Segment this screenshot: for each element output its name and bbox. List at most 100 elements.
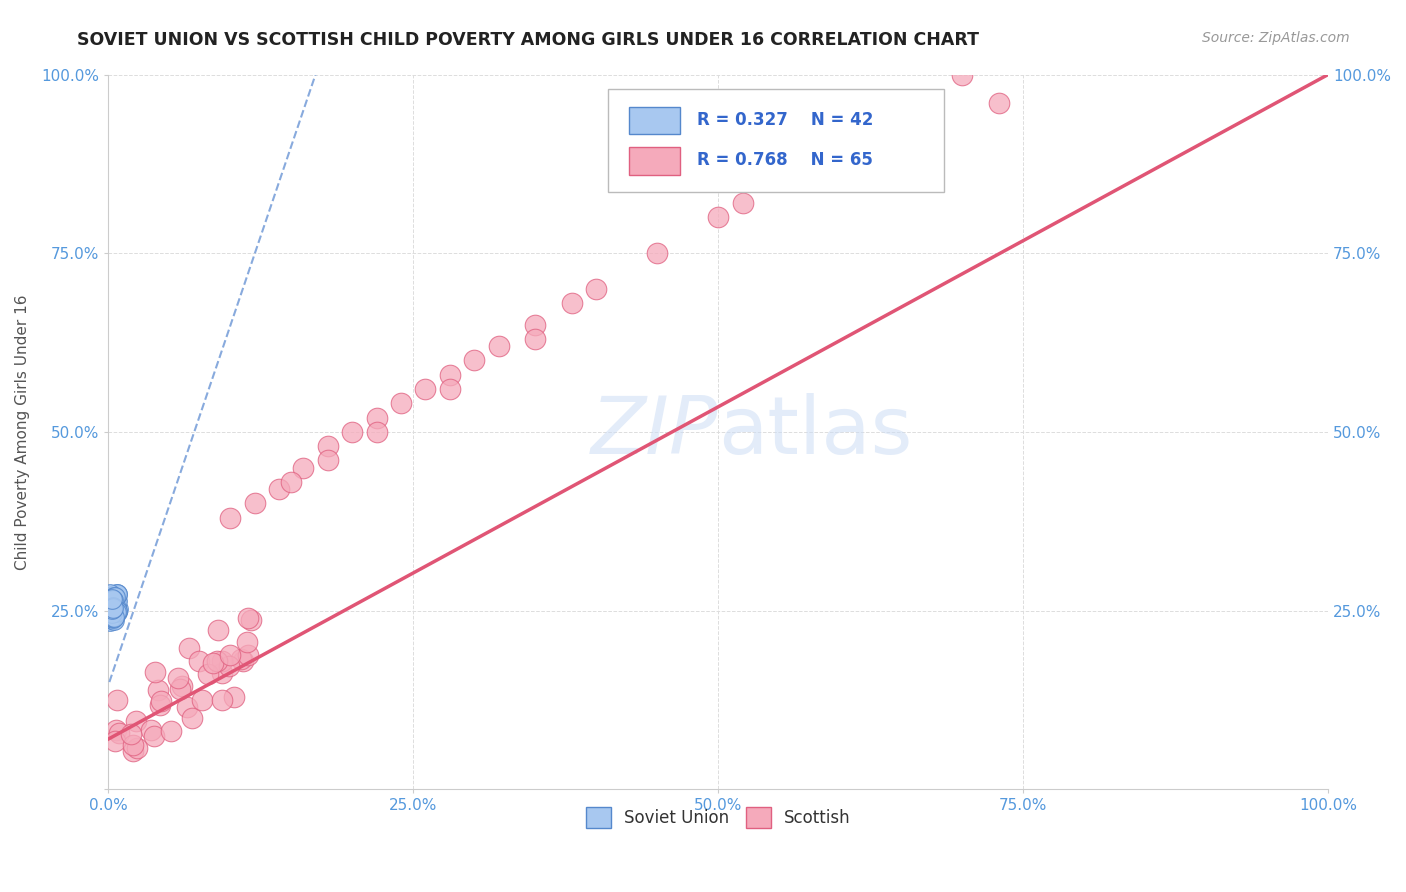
Point [98, 595, 121, 609]
Point [415, 382, 437, 396]
Point [105, 587, 128, 601]
Point [122, 744, 145, 758]
Point [101, 601, 124, 615]
Point [103, 600, 125, 615]
Point [104, 596, 127, 610]
Point [108, 725, 131, 739]
Point [103, 609, 125, 624]
Point [104, 600, 127, 615]
Point [211, 654, 233, 668]
Point [100, 606, 122, 620]
FancyBboxPatch shape [628, 147, 681, 175]
Text: R = 0.768    N = 65: R = 0.768 N = 65 [697, 152, 873, 169]
Point [439, 368, 461, 382]
Point [160, 723, 183, 738]
Point [524, 332, 547, 346]
Point [389, 396, 412, 410]
Point [143, 729, 166, 743]
Point [267, 482, 290, 496]
Point [524, 318, 547, 332]
Point [585, 282, 607, 296]
Point [205, 654, 228, 668]
Point [222, 690, 245, 704]
Point [488, 339, 510, 353]
Point [103, 601, 125, 615]
Point [645, 246, 668, 260]
Point [98, 595, 121, 609]
Point [201, 657, 224, 671]
FancyBboxPatch shape [609, 89, 943, 193]
Y-axis label: Child Poverty Among Girls Under 16: Child Poverty Among Girls Under 16 [15, 294, 30, 570]
Point [169, 681, 191, 696]
Point [950, 68, 973, 82]
Point [207, 623, 229, 637]
Point [103, 733, 125, 747]
Point [143, 665, 166, 679]
Point [122, 738, 145, 752]
Point [105, 723, 128, 738]
Text: atlas: atlas [718, 392, 912, 471]
Point [150, 694, 173, 708]
Point [146, 683, 169, 698]
Point [731, 196, 754, 211]
Point [176, 700, 198, 714]
Point [238, 648, 260, 662]
Point [707, 211, 730, 225]
Point [211, 665, 233, 680]
Point [101, 612, 124, 626]
Point [103, 601, 125, 615]
Point [191, 693, 214, 707]
Point [98, 614, 121, 628]
Point [103, 609, 125, 624]
Point [366, 425, 388, 439]
Point [100, 587, 122, 601]
Text: SOVIET UNION VS SCOTTISH CHILD POVERTY AMONG GIRLS UNDER 16 CORRELATION CHART: SOVIET UNION VS SCOTTISH CHILD POVERTY A… [77, 31, 980, 49]
Text: R = 0.327    N = 42: R = 0.327 N = 42 [697, 111, 873, 128]
Point [101, 593, 124, 607]
Point [439, 382, 461, 396]
Point [218, 658, 240, 673]
Point [179, 640, 201, 655]
Point [100, 602, 122, 616]
Point [197, 667, 219, 681]
Point [107, 606, 129, 620]
Point [188, 654, 211, 668]
Point [101, 606, 124, 620]
Point [180, 711, 202, 725]
Legend: Soviet Union, Scottish: Soviet Union, Scottish [579, 801, 858, 835]
Point [280, 475, 302, 489]
Point [172, 679, 194, 693]
Point [219, 510, 242, 524]
Point [235, 635, 257, 649]
Point [104, 605, 127, 619]
Point [292, 460, 315, 475]
Point [340, 425, 363, 439]
Point [103, 590, 125, 604]
Point [105, 587, 128, 601]
Point [125, 714, 148, 728]
Point [101, 602, 124, 616]
Point [107, 602, 129, 616]
Point [103, 588, 125, 602]
Point [166, 671, 188, 685]
Point [104, 591, 127, 605]
Point [149, 698, 172, 712]
Point [243, 496, 266, 510]
Point [100, 602, 122, 616]
Text: ZIP: ZIP [591, 392, 718, 471]
Point [366, 410, 388, 425]
Point [141, 723, 163, 738]
Point [100, 597, 122, 611]
Point [105, 604, 128, 618]
Point [101, 610, 124, 624]
Point [229, 652, 252, 666]
Point [100, 599, 122, 614]
Point [236, 610, 259, 624]
Point [316, 453, 339, 467]
Point [105, 604, 128, 618]
Point [98, 593, 121, 607]
Point [103, 613, 125, 627]
Point [105, 599, 128, 614]
Point [105, 692, 128, 706]
Point [101, 592, 124, 607]
